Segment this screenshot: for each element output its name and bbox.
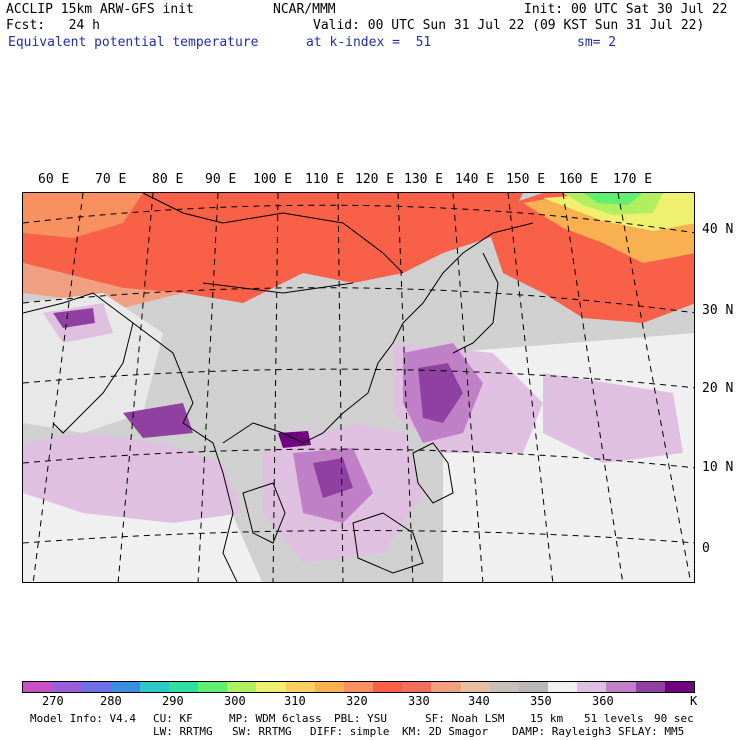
- lon-label: 80 E: [152, 172, 184, 187]
- colorbar-swatch: [635, 682, 665, 692]
- colorbar-label: 330: [408, 694, 430, 708]
- colorbar-swatch: [81, 682, 111, 692]
- footer-item: DAMP: Rayleigh3: [512, 725, 612, 738]
- colorbar-swatch: [285, 682, 315, 692]
- colorbar-swatch: [664, 682, 694, 692]
- colorbar-swatch: [52, 682, 82, 692]
- lat-label: 30 N: [702, 303, 734, 318]
- model-title: ACCLIP 15km ARW-GFS init: [6, 2, 194, 17]
- colorbar-swatch: [460, 682, 490, 692]
- lon-label: 130 E: [404, 172, 444, 187]
- colorbar-swatch: [23, 682, 53, 692]
- footer-item: 90 sec: [654, 712, 694, 725]
- lon-label: 170 E: [613, 172, 653, 187]
- lat-label: 0: [702, 541, 710, 556]
- lon-label: 110 E: [305, 172, 345, 187]
- colorbar-swatch: [110, 682, 140, 692]
- lon-label: 150 E: [506, 172, 546, 187]
- lon-label: 70 E: [95, 172, 127, 187]
- footer-item: SFLAY: MM5: [618, 725, 685, 738]
- footer-item: SF: Noah LSM: [425, 712, 505, 725]
- footer-item: DIFF: simple: [310, 725, 390, 738]
- colorbar-swatch: [227, 682, 257, 692]
- footer-item: MP: WDM 6class: [229, 712, 322, 725]
- colorbar-swatch: [198, 682, 228, 692]
- colorbar-label: 340: [468, 694, 490, 708]
- footer-item: CU: KF: [153, 712, 193, 725]
- field-name: Equivalent potential temperature: [8, 35, 259, 50]
- colorbar-swatch: [373, 682, 403, 692]
- footer-item: 15 km: [530, 712, 564, 725]
- level-index: at k-index = 51: [306, 35, 432, 50]
- colorbar-label: 320: [346, 694, 368, 708]
- lat-label: 40 N: [702, 222, 734, 237]
- colorbar-swatch: [168, 682, 199, 692]
- footer-item: 51 levels: [584, 712, 644, 725]
- colorbar-unit: K: [690, 694, 698, 708]
- colorbar-swatch: [431, 682, 461, 692]
- institution: NCAR/MMM: [273, 2, 336, 17]
- colorbar-swatch: [489, 682, 519, 692]
- lon-label: 140 E: [455, 172, 495, 187]
- colorbar-swatch: [577, 682, 607, 692]
- colorbar-label: 360: [592, 694, 614, 708]
- colorbar-label: 280: [100, 694, 122, 708]
- colorbar-swatch: [256, 682, 286, 692]
- colorbar-label: 350: [530, 694, 552, 708]
- colorbar: [22, 681, 695, 693]
- lon-label: 100 E: [253, 172, 293, 187]
- theta-e-field: [23, 193, 694, 582]
- colorbar-swatch: [139, 682, 169, 692]
- colorbar-swatch: [343, 682, 374, 692]
- smoothing: sm= 2: [577, 35, 617, 50]
- lon-label: 60 E: [38, 172, 70, 187]
- colorbar-swatch: [548, 682, 578, 692]
- colorbar-swatch: [314, 682, 344, 692]
- map-panel: [22, 192, 695, 583]
- footer-item: SW: RRTMG: [232, 725, 292, 738]
- colorbar-label: 300: [224, 694, 246, 708]
- colorbar-swatch: [402, 682, 432, 692]
- colorbar-swatch: [606, 682, 636, 692]
- lon-label: 160 E: [559, 172, 599, 187]
- footer-item: LW: RRTMG: [153, 725, 213, 738]
- footer-item: Model Info: V4.4: [30, 712, 136, 725]
- lon-label: 120 E: [355, 172, 395, 187]
- colorbar-label: 290: [162, 694, 184, 708]
- colorbar-swatch: [518, 682, 549, 692]
- lat-label: 10 N: [702, 460, 734, 475]
- footer-item: KM: 2D Smagor: [402, 725, 489, 738]
- footer-item: PBL: YSU: [334, 712, 387, 725]
- colorbar-label: 310: [284, 694, 306, 708]
- forecast-hour: Fcst: 24 h: [6, 18, 100, 33]
- colorbar-label: 270: [42, 694, 64, 708]
- valid-time: Valid: 00 UTC Sun 31 Jul 22 (09 KST Sun …: [313, 18, 705, 33]
- lat-label: 20 N: [702, 381, 734, 396]
- init-time: Init: 00 UTC Sat 30 Jul 22: [524, 2, 728, 17]
- lon-label: 90 E: [205, 172, 237, 187]
